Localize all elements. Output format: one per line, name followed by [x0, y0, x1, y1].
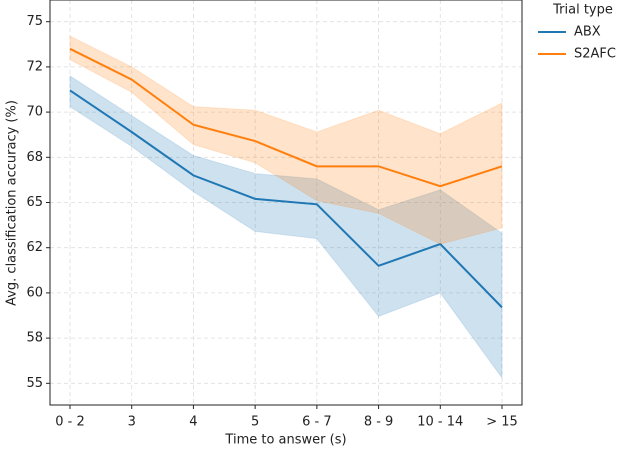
legend-title: Trial type	[552, 3, 613, 18]
y-tick-label: 60	[26, 285, 43, 300]
confidence-band	[69, 35, 503, 245]
y-tick-label: 72	[26, 59, 43, 74]
y-tick-label: 55	[26, 376, 43, 391]
x-tick-label: > 15	[486, 415, 518, 430]
legend-label: S2AFC	[574, 47, 616, 62]
x-tick-label: 0 - 2	[55, 415, 85, 430]
plot-frame	[49, 0, 523, 406]
x-tick-label: 3	[128, 415, 136, 430]
x-tick-label: 6 - 7	[302, 415, 332, 430]
y-tick-label: 70	[26, 105, 43, 120]
x-tick-label: 8 - 9	[364, 415, 394, 430]
legend-label: ABX	[574, 25, 601, 40]
series-line	[69, 47, 503, 188]
series-line	[69, 89, 503, 309]
y-tick-label: 75	[26, 14, 43, 29]
x-tick-label: 4	[189, 415, 197, 430]
confidence-band	[69, 75, 503, 380]
x-tick-label: 10 - 14	[417, 415, 463, 430]
y-tick-label: 62	[26, 240, 43, 255]
y-tick-label: 65	[26, 195, 43, 210]
x-axis-title: Time to answer (s)	[224, 433, 346, 448]
y-tick-label: 58	[26, 331, 43, 346]
y-tick-label: 68	[26, 150, 43, 165]
x-tick-label: 5	[251, 415, 259, 430]
y-axis-title: Avg. classification accuracy (%)	[5, 100, 20, 306]
